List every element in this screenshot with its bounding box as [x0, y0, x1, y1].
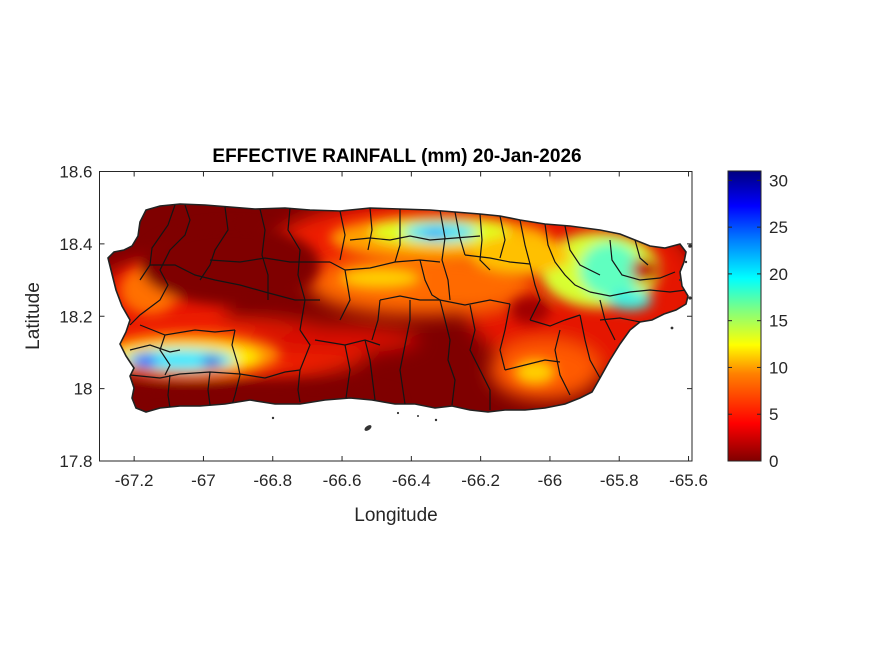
- colorbar-tick-label: 30: [769, 171, 788, 190]
- zone-ne-orange-strip: [470, 235, 570, 275]
- colorbar-tick-label: 10: [769, 358, 788, 377]
- x-tick-label: -67: [191, 471, 216, 490]
- x-tick-label: -66.6: [323, 471, 362, 490]
- offshore-islets: [271, 244, 692, 431]
- colorbar-tick-label: 0: [769, 452, 778, 471]
- colorbar: 0 5 10 15 20 25 30: [727, 170, 788, 471]
- colorbar-tick-label: 5: [769, 405, 778, 424]
- zone-se-yellow: [515, 360, 555, 384]
- y-tick-label: 18: [74, 380, 93, 399]
- x-tick-label: -66.2: [461, 471, 500, 490]
- x-tick-label: -67.2: [115, 471, 154, 490]
- zone-central-dark: [140, 225, 320, 305]
- x-tick-label: -65.8: [600, 471, 639, 490]
- zone-north-blue: [423, 229, 447, 239]
- zone-ne-cyan: [580, 242, 640, 298]
- x-axis-label: Longitude: [354, 505, 437, 526]
- x-tick-label: -66.8: [253, 471, 292, 490]
- y-tick-label: 18.2: [59, 307, 92, 326]
- y-axis-label: Latitude: [23, 282, 44, 350]
- colorbar-tick-label: 20: [769, 265, 788, 284]
- colorbar-gradient: [727, 170, 762, 462]
- x-axis-ticks: -67.2 -67 -66.8 -66.6 -66.4 -66.2 -66 -65.8 -65.…: [115, 171, 708, 490]
- y-tick-label: 18.6: [59, 163, 92, 182]
- zone-south-band-red: [240, 326, 420, 354]
- municipal-boundaries: [129, 204, 687, 410]
- zone-sw-blue: [133, 353, 157, 369]
- y-tick-label: 18.4: [59, 235, 92, 254]
- zone-center-dark: [510, 296, 550, 324]
- y-axis-ticks: 17.8 18 18.2 18.4 18.6: [59, 163, 692, 471]
- chart-title: EFFECTIVE RAINFALL (mm) 20-Jan-2026: [212, 146, 581, 167]
- x-tick-label: -65.6: [669, 471, 708, 490]
- zone-ne-cyan-2: [608, 290, 652, 310]
- zone-ne-dark-red: [631, 258, 659, 282]
- island-outline: [107, 203, 689, 413]
- colorbar-tick-label: 25: [769, 218, 788, 237]
- colorbar-tick-label: 15: [769, 312, 788, 331]
- zone-central-yellow: [340, 268, 420, 288]
- x-tick-label: -66: [538, 471, 563, 490]
- x-tick-label: -66.4: [392, 471, 431, 490]
- y-tick-label: 17.8: [59, 452, 92, 471]
- zone-sw-blue-2: [202, 356, 222, 368]
- colorbar-ticks: 0 5 10 15 20 25 30: [728, 171, 788, 471]
